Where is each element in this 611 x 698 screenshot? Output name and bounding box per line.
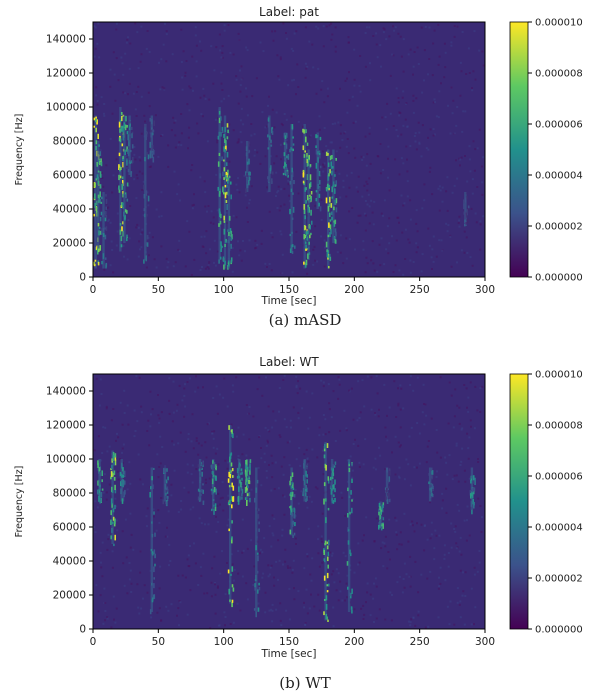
colorbar-tick-label: 0.000010 [535,370,583,381]
chart-title: Label: WT [259,355,319,369]
spectrogram-panel-mASD: Label: pat 0 50 100 150 200 250 300 Time [sec] 0 2… [14,5,583,329]
x-tick-label: 300 [475,636,495,648]
x-tick-label: 200 [344,636,364,648]
x-tick-label: 0 [90,284,97,296]
y-tick-label: 100000 [46,454,86,466]
vocalization-event [330,149,338,244]
y-tick-label: 40000 [53,204,86,216]
vocalization-event [95,141,103,255]
vocalization-event [162,467,169,507]
y-tick-label: 80000 [53,488,86,500]
vocalization-event [315,132,322,212]
x-tick-label: 200 [344,284,364,296]
vocalization-event [282,132,290,178]
x-axis-label: Time [sec] [261,295,317,307]
vocalization-event [222,115,229,270]
y-tick-label: 20000 [53,590,86,602]
vocalization-event [267,115,274,192]
x-tick-label: 50 [152,636,165,648]
colorbar-tick-label: 0.000004 [535,523,583,534]
colorbar-tick-label: 0.000008 [535,69,583,80]
vocalization-event [306,149,313,260]
x-tick-label: 100 [214,284,234,296]
vocalization-event [226,175,233,269]
vocalization-event [197,459,205,505]
spectrogram-panel-WT: Label: WT 0 50 100 150 200 250 300 Time [sec] 0 20… [14,355,583,692]
colorbar-tick-label: 0.000008 [535,421,583,432]
vocalization-event [323,442,330,622]
y-tick-label: 140000 [46,34,86,46]
x-tick-label: 250 [410,284,430,296]
spectrogram-background [93,374,485,629]
vocalization-event [289,124,296,254]
y-tick-label: 40000 [53,556,86,568]
vocalization-event [149,467,156,615]
vocalization-event [253,467,261,618]
vocalization-event [227,425,235,608]
spectrogram-noise [93,22,485,276]
vocalization-event [245,141,251,194]
y-tick-label: 0 [79,272,86,284]
x-tick-label: 50 [152,284,165,296]
vocalization-event [384,467,391,504]
colorbar-tick-label: 0.000006 [535,472,583,483]
vocalization-event [119,459,126,504]
y-axis-label: Frequency [Hz] [14,466,25,538]
x-axis-label: Time [sec] [261,648,317,660]
vocalization-event [346,459,353,614]
vocalization-event [428,467,434,502]
colorbar-tick-label: 0.000000 [535,273,583,284]
x-tick-label: 0 [90,636,97,648]
y-tick-label: 60000 [53,522,86,534]
colorbar [509,373,529,630]
chart-title: Label: pat [259,5,319,19]
vocalization-event [210,459,217,515]
vocalization-event [149,115,155,163]
vocalization-event [378,501,385,531]
x-tick-label: 150 [279,284,299,296]
colorbar-tick-label: 0.000010 [535,18,583,29]
vocalization-event [110,450,117,547]
panel-caption: (b) WT [279,674,331,692]
vocalization-event [101,192,108,269]
vocalization-event [469,467,476,515]
y-tick-label: 20000 [53,238,86,250]
colorbar-tick-label: 0.000004 [535,171,583,182]
x-tick-label: 300 [475,284,495,296]
vocalization-event [463,192,470,227]
y-tick-label: 0 [79,624,86,636]
y-tick-label: 120000 [46,68,86,80]
vocalization-event [244,459,252,506]
colorbar-tick-label: 0.000000 [535,625,583,636]
colorbar [509,21,529,278]
y-tick-label: 80000 [53,136,86,148]
vocalization-event [236,459,244,505]
x-tick-label: 100 [214,636,234,648]
y-tick-label: 140000 [46,386,86,398]
y-axis-label: Frequency [Hz] [14,114,25,186]
vocalization-event [143,124,150,264]
spectrogram-noise [93,374,484,629]
vocalization-event [302,459,309,503]
vocalization-event [325,149,333,269]
vocalization-event [122,115,129,243]
y-tick-label: 100000 [46,102,86,114]
panel-caption: (a) mASD [269,311,342,329]
y-tick-label: 120000 [46,420,86,432]
colorbar-tick-label: 0.000002 [535,574,583,585]
vocalization-event [217,107,224,264]
vocalization-event [127,115,134,177]
colorbar-tick-label: 0.000002 [535,222,583,233]
x-tick-label: 250 [410,636,430,648]
colorbar-tick-label: 0.000006 [535,120,583,131]
y-tick-label: 60000 [53,170,86,182]
vocalization-event [289,467,296,538]
x-tick-label: 150 [279,636,299,648]
vocalization-event [329,459,337,504]
vocalization-event [97,459,104,504]
